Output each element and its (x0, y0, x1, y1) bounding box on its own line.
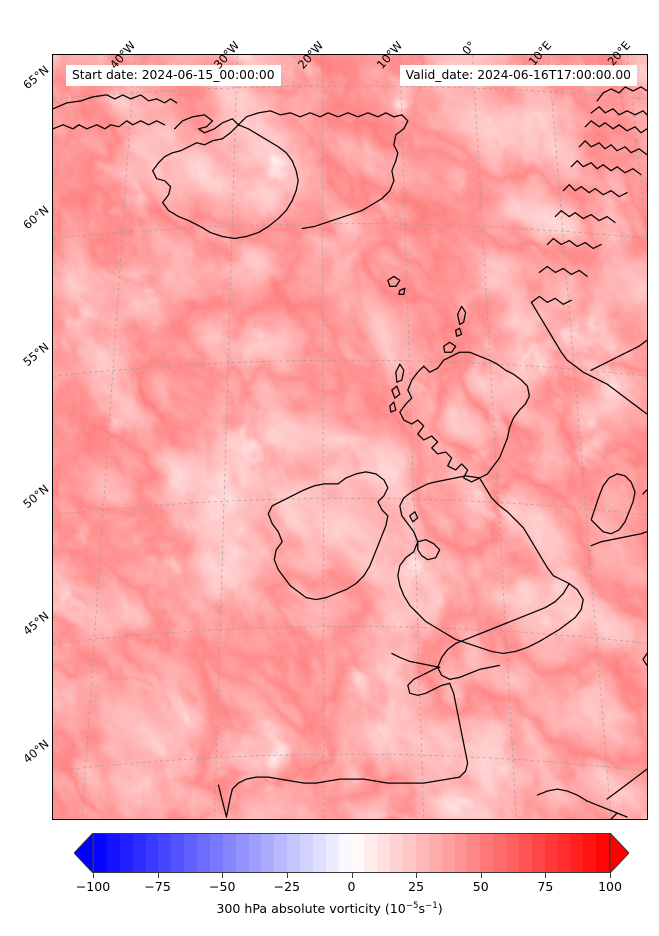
lat-tick-label: 65°N (20, 62, 52, 93)
colorbar-min-extend-arrow (74, 833, 93, 873)
map-axes[interactable]: Start date: 2024-06-15_00:00:00 Valid_da… (52, 54, 648, 820)
colorbar-band (415, 834, 429, 872)
colorbar-tick-mark (222, 873, 224, 878)
colorbar-tick-label: 0 (347, 879, 356, 894)
vorticity-field (53, 55, 647, 819)
colorbar-band (480, 834, 494, 872)
colorbar-label-mid: s (418, 901, 426, 917)
colorbar-band (377, 834, 391, 872)
colorbar-band (390, 834, 403, 872)
colorbar-band (184, 834, 197, 872)
colorbar-tick-label: −25 (273, 879, 301, 894)
colorbar-band (235, 834, 249, 872)
colorbar-band (403, 834, 416, 872)
valid-date-annotation: Valid_date: 2024-06-16T17:00:00.00 (399, 65, 637, 87)
colorbar-band (145, 834, 159, 872)
colorbar-tick-mark (416, 873, 418, 878)
graticule-gridlines (53, 55, 647, 819)
colorbar[interactable]: −100 −75 −50 −25 0 25 50 75 100 (74, 833, 629, 894)
colorbar-band (312, 834, 326, 872)
colorbar-tick-label: 50 (472, 879, 489, 894)
colorbar-tick-mark (157, 873, 159, 878)
colorbar-band (158, 834, 172, 872)
colorbar-band (106, 834, 120, 872)
colorbar-tick-mark (93, 873, 95, 878)
colorbar-band (506, 834, 519, 872)
colorbar-band (518, 834, 532, 872)
colorbar-tick-label: 25 (408, 879, 425, 894)
lat-tick-label: 60°N (20, 202, 52, 233)
colorbar-axis-label: 300 hPa absolute vorticity (10−5s−1) (0, 901, 659, 916)
colorbar-band (364, 834, 378, 872)
colorbar-tick-label: 75 (537, 879, 554, 894)
colorbar-band (119, 834, 133, 872)
colorbar-band (171, 834, 185, 872)
colorbar-label-tail: ) (437, 901, 443, 917)
colorbar-band (544, 834, 558, 872)
colorbar-tick-mark (545, 873, 547, 878)
colorbar-band (441, 834, 455, 872)
colorbar-band (454, 834, 468, 872)
start-date-annotation: Start date: 2024-06-15_00:00:00 (66, 65, 281, 87)
colorbar-tick-mark (480, 873, 482, 878)
colorbar-band (557, 834, 571, 872)
colorbar-tick-label: −75 (144, 879, 171, 894)
colorbar-band (222, 834, 236, 872)
colorbar-band (583, 834, 597, 872)
lat-tick-label: 45°N (20, 608, 52, 639)
colorbar-tick-label: 100 (598, 879, 622, 894)
colorbar-band (274, 834, 288, 872)
colorbar-band (570, 834, 584, 872)
colorbar-band (209, 834, 223, 872)
colorbar-band (197, 834, 210, 872)
colorbar-band (300, 834, 313, 872)
colorbar-band (132, 834, 146, 872)
colorbar-tick-label: −50 (209, 879, 236, 894)
lat-tick-label: 50°N (20, 481, 52, 512)
colorbar-gradient (93, 833, 610, 873)
colorbar-tick-mark (351, 873, 353, 878)
colorbar-band (287, 834, 300, 872)
lat-tick-label: 55°N (20, 339, 52, 370)
colorbar-tick-mark (610, 873, 612, 878)
colorbar-band (261, 834, 275, 872)
colorbar-band (94, 834, 107, 872)
colorbar-band (493, 834, 506, 872)
colorbar-tick-label: −100 (75, 879, 111, 894)
colorbar-label-text: 300 hPa absolute vorticity (10 (216, 901, 406, 917)
colorbar-band (248, 834, 262, 872)
colorbar-band (325, 834, 339, 872)
lat-tick-label: 40°N (20, 736, 52, 767)
colorbar-band (428, 834, 442, 872)
colorbar-band (531, 834, 545, 872)
colorbar-band (467, 834, 481, 872)
coastline-overlay (53, 86, 647, 819)
colorbar-band (338, 834, 352, 872)
colorbar-label-exponent-1: −5 (405, 901, 419, 911)
colorbar-max-extend-arrow (610, 833, 629, 873)
colorbar-band (596, 834, 609, 872)
colorbar-label-exponent-2: −1 (425, 901, 438, 911)
colorbar-tick-mark (286, 873, 288, 878)
colorbar-band (351, 834, 365, 872)
